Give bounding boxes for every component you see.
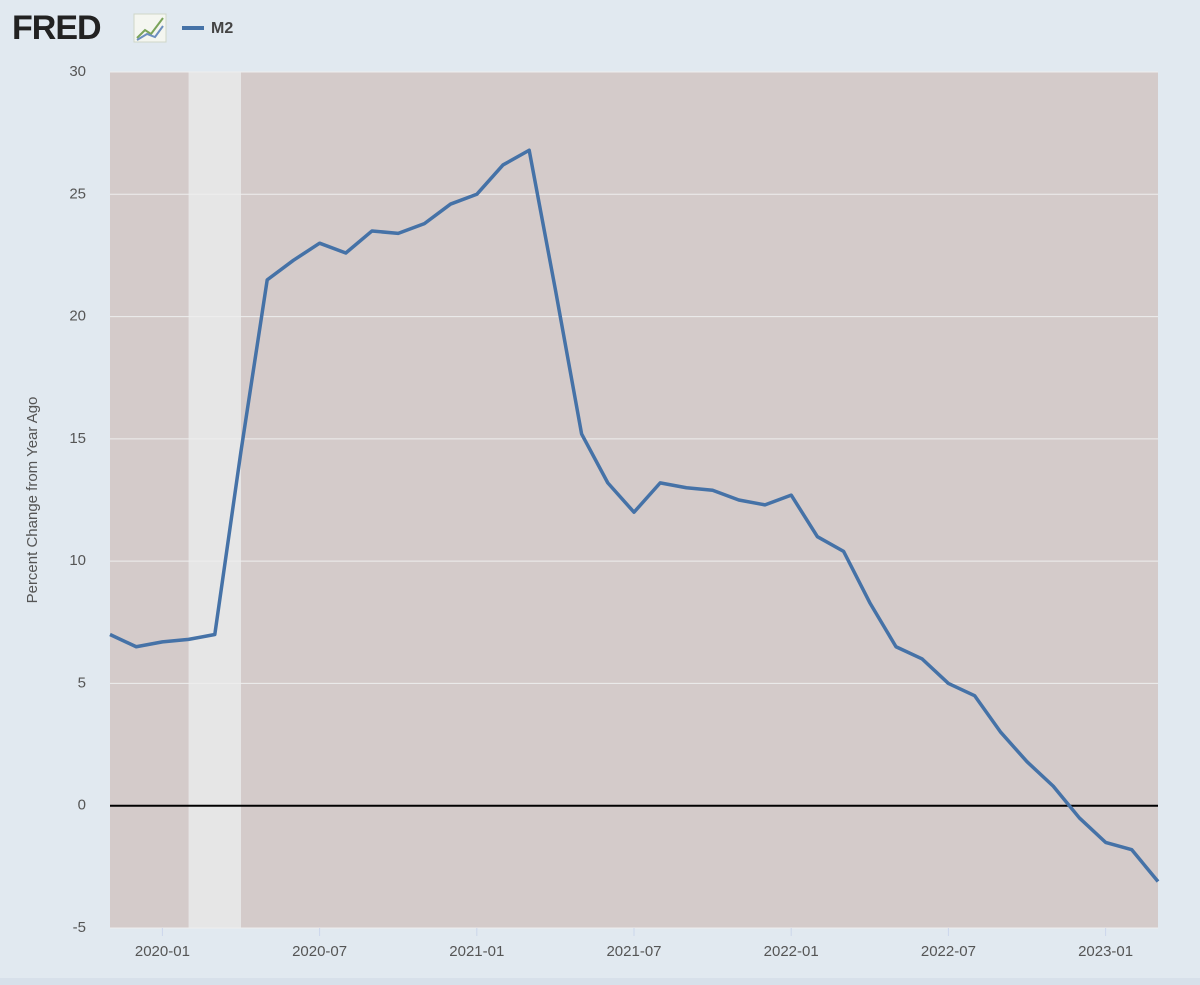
x-tick-label: 2023-01 — [1078, 943, 1133, 960]
legend-label: M2 — [211, 20, 233, 37]
y-tick-label: 20 — [69, 308, 86, 325]
series-line — [109, 148, 1160, 883]
y-axis-label: Percent Change from Year Ago — [24, 397, 41, 604]
x-tick-label: 2022-07 — [921, 943, 976, 960]
x-tick-label: 2020-07 — [292, 943, 347, 960]
x-tick-label: 2022-01 — [764, 943, 819, 960]
y-tick-label: 30 — [69, 63, 86, 80]
brand-logo: FRED — [12, 9, 101, 47]
y-tick-label: 10 — [69, 552, 86, 569]
y-tick-label: -5 — [73, 919, 86, 936]
logo-icon — [133, 13, 167, 43]
x-tick-label: 2020-01 — [135, 943, 190, 960]
navigator — [0, 978, 1200, 985]
y-tick-label: 15 — [69, 430, 86, 447]
y-tick-label: 5 — [78, 674, 86, 691]
x-tick-label: 2021-01 — [449, 943, 504, 960]
plot-area — [110, 72, 1158, 928]
y-tick-label: 0 — [78, 797, 86, 814]
y-tick-label: 25 — [69, 185, 86, 202]
x-tick-label: 2021-07 — [606, 943, 661, 960]
